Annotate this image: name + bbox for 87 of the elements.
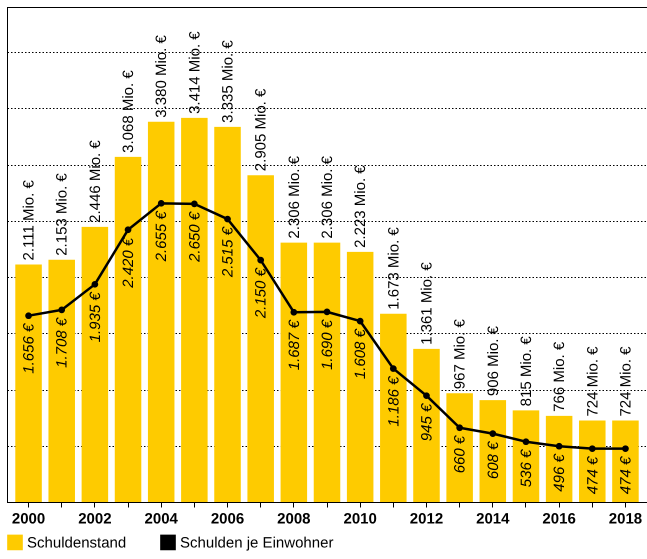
data-label: 724 Mio. € (617, 346, 634, 417)
data-label: 1.690 € (319, 319, 336, 370)
x-tick-label: 2000 (12, 510, 46, 528)
bar (247, 175, 274, 502)
legend-label: Schuldenstand (27, 534, 126, 552)
bar (612, 420, 639, 502)
bar (579, 420, 606, 502)
point (158, 200, 165, 207)
point (324, 308, 330, 316)
x-tick-label: 2012 (410, 510, 444, 528)
x-tick-label: 2004 (144, 510, 179, 528)
data-label: 724 Mio. € (584, 346, 602, 417)
data-label: 815 Mio. € (518, 336, 535, 406)
data-label: 2.306 Mio. € (286, 155, 303, 239)
data-label: 2.446 Mio. € (86, 140, 104, 223)
x-tick-label: 2006 (210, 510, 244, 528)
x-tick-label: 2016 (542, 510, 576, 528)
data-label: 1.708 € (54, 317, 71, 368)
point (191, 200, 198, 208)
data-label: 2.515 € (220, 226, 237, 278)
data-label: 2.655 € (153, 210, 170, 262)
data-label: 2.905 Mio. € (252, 88, 270, 172)
point (356, 318, 364, 324)
point (390, 365, 397, 372)
point (556, 442, 562, 450)
bar (413, 348, 440, 502)
x-tick-label: 2014 (476, 510, 510, 528)
data-label: 1.608 € (352, 328, 370, 380)
data-label: 1.935 € (86, 292, 104, 342)
point (290, 308, 298, 316)
bar (346, 252, 374, 502)
data-label: 945 € (418, 403, 436, 442)
point (522, 438, 530, 446)
point (124, 226, 132, 234)
point (456, 424, 463, 432)
data-label: 3.068 Mio. € (120, 70, 138, 153)
x-tick-label: 2018 (608, 510, 642, 528)
bar (314, 242, 340, 502)
bar (48, 260, 75, 502)
point (588, 445, 596, 452)
data-label: 766 Mio. € (551, 341, 568, 412)
data-label: 536 € (518, 449, 535, 488)
point (622, 445, 629, 452)
data-label: 2.650 € (186, 211, 204, 263)
legend-label: Schulden je Einwohner (180, 534, 334, 552)
point (489, 430, 496, 437)
data-label: 1.687 € (286, 320, 303, 370)
bar (82, 226, 108, 502)
bar (380, 314, 407, 502)
data-label: 906 Mio. € (484, 325, 502, 396)
x-tick-label: 2008 (277, 510, 311, 528)
data-label: 967 Mio. € (452, 318, 469, 390)
bar (114, 156, 142, 502)
bar (446, 393, 473, 502)
data-label: 2.153 Mio. € (54, 172, 71, 256)
point (25, 312, 32, 320)
bar (15, 264, 42, 502)
point (224, 216, 231, 222)
data-label: 1.361 Mio. € (418, 262, 436, 345)
bar (181, 118, 208, 502)
data-label: 1.186 € (385, 376, 402, 427)
data-label: 1.656 € (20, 323, 38, 374)
data-label: 2.150 € (252, 267, 270, 320)
data-label: 2.111 Mio. € (20, 180, 38, 261)
data-label: 608 € (484, 440, 502, 480)
data-label: 474 € (617, 456, 634, 494)
point (423, 392, 430, 400)
point (58, 306, 66, 314)
data-label: 496 € (551, 454, 568, 492)
data-label: 660 € (452, 435, 469, 474)
point (92, 280, 98, 288)
bar (480, 400, 506, 502)
point (257, 256, 264, 264)
data-label: 3.414 Mio. € (186, 30, 204, 114)
bar (280, 242, 308, 502)
x-tick-label: 2002 (78, 510, 112, 528)
data-label: 2.306 Mio. € (319, 155, 336, 239)
data-label: 2.223 Mio. € (352, 164, 370, 248)
x-tick-label: 2010 (343, 510, 377, 528)
data-label: 3.380 Mio. € (153, 34, 170, 118)
data-label: 3.335 Mio. € (220, 40, 237, 123)
bar (214, 126, 241, 502)
bar (512, 410, 540, 502)
data-label: 1.673 Mio. € (385, 226, 402, 310)
bar (148, 122, 174, 502)
data-label: 474 € (584, 456, 602, 494)
bar (546, 416, 572, 502)
